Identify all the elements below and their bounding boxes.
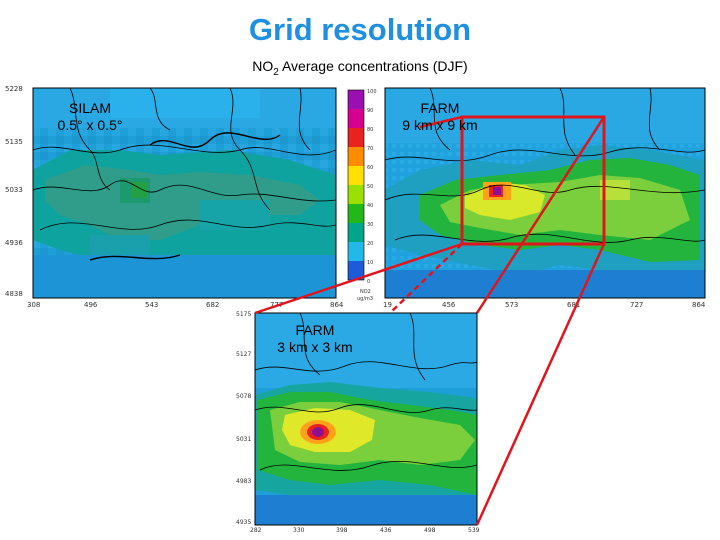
farm3-x-tick: 330 [293,527,305,534]
farm3-x-tick: 282 [250,527,262,534]
connector-bottom-left [254,242,463,315]
colorbar-unit: NO2 [360,289,371,295]
colorbar-tick: 60 [367,165,373,171]
colorbar-tick: 90 [367,108,373,114]
farm9-x-tick: 573 [505,301,518,309]
connector-dashed [389,243,463,314]
colorbar-tick: 0 [367,279,370,285]
colorbar-tick: 30 [367,222,373,228]
farm3-x-tick: 498 [424,527,436,534]
farm9-label-line2: 9 km x 9 km [402,117,478,133]
silam-label-line1: SILAM [68,100,111,116]
silam-y-tick: 5135 [5,138,23,146]
colorbar-tick: 20 [367,241,373,247]
colorbar-swatch [348,223,364,242]
farm9-label-line1: FARM [420,100,460,116]
colorbar-swatch [348,109,364,128]
colorbar-tick: 100 [367,89,377,95]
farm9-x-tick: 864 [692,301,706,309]
farm3-y-tick: 5175 [236,311,251,318]
colorbar-swatch [348,204,364,223]
subtitle-subscript: 2 [273,66,279,78]
colorbar-swatch [348,166,364,185]
silam-y-tick: 5228 [5,85,23,93]
farm9-label: FARM 9 km x 9 km [380,100,500,134]
colorbar-tick: 80 [367,127,373,133]
farm9-x-tick: 727 [630,301,643,309]
silam-x-tick: 864 [330,301,344,309]
silam-y-tick: 4838 [5,290,23,298]
colorbar-swatches [347,89,365,281]
farm3-x-axis: 282 330 398 436 498 539 [250,527,480,534]
subtitle-prefix: NO [252,58,274,74]
farm3-y-tick: 5127 [236,351,251,358]
silam-x-tick: 682 [206,301,219,309]
colorbar-tick: 70 [367,146,373,152]
silam-y-tick: 5033 [5,186,23,194]
silam-label-line2: 0.5° x 0.5° [57,117,123,133]
colorbar: 100 90 80 70 60 50 40 30 20 10 0 NO2 ug/… [347,89,377,302]
farm9-x-tick: 681 [567,301,580,309]
farm9-x-tick: 19 [383,301,392,309]
silam-map [33,88,336,298]
farm3-x-tick: 398 [336,527,348,534]
subtitle-suffix: Average concentrations (DJF) [278,58,468,74]
zoom-highlight-box [460,115,606,246]
connector-bottom-right [475,243,606,526]
farm3-y-tick: 4935 [236,519,251,526]
farm3-y-tick: 5078 [236,393,251,400]
farm3-y-tick: 4983 [236,478,251,485]
silam-y-tick: 4936 [5,239,23,247]
colorbar-tick: 50 [367,184,373,190]
farm9-x-axis: 19 456 573 681 727 864 [383,301,706,309]
silam-map-frame [32,87,337,299]
farm3-label-line2: 3 km x 3 km [277,339,353,355]
farm3-map-frame [254,312,478,526]
farm3-y-axis: 5175 5127 5078 5031 4983 4935 [236,311,251,526]
farm9-map-frame [384,87,706,299]
colorbar-swatch [348,90,364,109]
connector-top-right [475,116,606,314]
silam-x-tick: 543 [145,301,158,309]
silam-x-axis: 308 496 543 682 777 864 [27,301,344,309]
farm9-x-tick: 456 [442,301,456,309]
silam-x-tick: 308 [27,301,40,309]
farm3-label-line1: FARM [295,322,335,338]
colorbar-swatch [348,261,364,280]
farm3-map [255,313,477,525]
colorbar-unit2: ug/m3 [357,296,373,302]
colorbar-swatch [348,147,364,166]
farm3-y-tick: 5031 [236,436,251,443]
slide-title: Grid resolution [248,12,472,47]
slide-subtitle: NO2 Average concentrations (DJF) [0,58,720,78]
farm3-label: FARM 3 km x 3 km [255,322,375,356]
colorbar-swatch [348,242,364,261]
farm3-x-tick: 539 [468,527,480,534]
silam-y-axis: 5228 5135 5033 4936 4838 [5,85,23,298]
silam-label: SILAM 0.5° x 0.5° [30,100,150,134]
colorbar-swatch [348,128,364,147]
colorbar-ticks: 100 90 80 70 60 50 40 30 20 10 0 NO2 ug/… [357,89,377,302]
farm3-x-tick: 436 [380,527,392,534]
colorbar-tick: 10 [367,260,373,266]
silam-to-farm9-connector [419,115,463,129]
silam-x-tick: 496 [84,301,98,309]
colorbar-tick: 40 [367,203,373,209]
zoom-connectors [254,115,606,526]
colorbar-swatch [348,185,364,204]
